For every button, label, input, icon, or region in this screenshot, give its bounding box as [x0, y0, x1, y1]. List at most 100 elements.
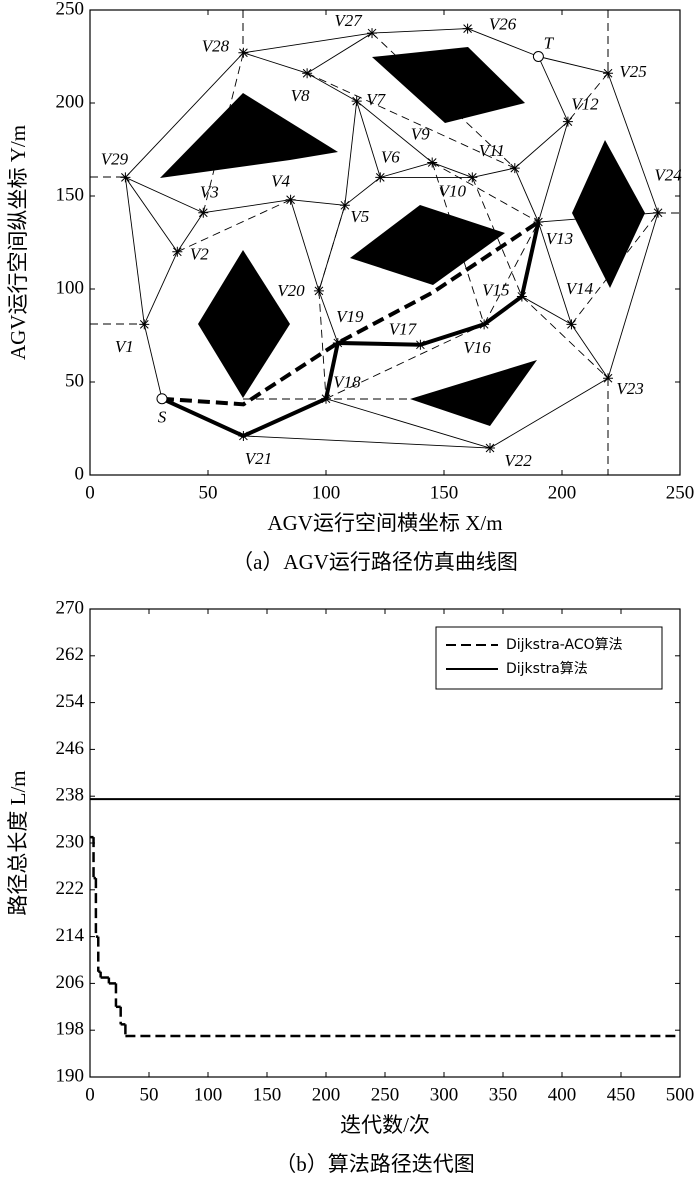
node: [653, 207, 664, 218]
edge: [125, 176, 204, 214]
node: [367, 28, 378, 39]
x-tick-label: 250: [371, 1084, 400, 1105]
node: [351, 96, 362, 107]
edge: [521, 296, 572, 325]
node-label: V29: [101, 149, 129, 168]
edge: [371, 32, 516, 169]
obstacle: [572, 140, 645, 288]
legend-box: [435, 626, 663, 690]
edge: [537, 121, 569, 223]
edge: [607, 212, 659, 379]
node: [427, 157, 438, 168]
node-label: V24: [654, 166, 682, 185]
node-label: V1: [115, 337, 134, 356]
node-label: V22: [504, 451, 532, 470]
x-tick-label: 500: [666, 1084, 695, 1105]
caption: （a）AGV运行路径仿真曲线图: [232, 550, 518, 574]
node-label: V6: [381, 147, 400, 166]
node-label: V23: [616, 379, 643, 398]
x-tick-label: 100: [312, 482, 341, 503]
legend-label: Dijkstra算法: [506, 661, 588, 677]
y-tick-label: 222: [56, 878, 85, 899]
x-tick-label: 0: [85, 482, 95, 503]
edge: [290, 199, 320, 291]
edge: [202, 52, 244, 213]
edge: [176, 212, 204, 253]
edge: [124, 177, 145, 325]
node-label: V27: [334, 11, 363, 30]
edge: [344, 101, 358, 206]
edge: [537, 56, 569, 122]
edge: [318, 290, 327, 399]
edge: [325, 398, 491, 449]
node-label: T: [544, 33, 555, 52]
edge: [471, 177, 523, 297]
node: [313, 285, 324, 296]
edge: [521, 296, 609, 379]
x-tick-label: 100: [194, 1084, 223, 1105]
edge: [125, 177, 178, 253]
edge: [243, 32, 373, 54]
y-tick-label: 100: [56, 277, 85, 298]
node-label: V25: [619, 62, 646, 81]
endpoint: [532, 51, 544, 62]
edge: [607, 73, 659, 213]
obstacle: [350, 205, 505, 285]
node: [562, 116, 573, 127]
path-line: [161, 221, 541, 439]
edge: [177, 199, 291, 253]
node: [509, 163, 520, 174]
node: [467, 172, 478, 183]
node-label: V18: [333, 373, 361, 392]
edge: [125, 52, 244, 178]
obstacle: [198, 250, 290, 398]
y-tick-label: 250: [56, 0, 85, 19]
x-tick-label: 150: [253, 1084, 282, 1105]
node: [603, 68, 614, 79]
caption: （b）算法路径迭代图: [275, 1152, 475, 1176]
edge: [571, 324, 609, 379]
edge: [318, 290, 339, 344]
node: [120, 172, 131, 183]
edge: [203, 199, 291, 214]
edge: [356, 100, 433, 163]
y-tick-label: 262: [56, 644, 85, 665]
edge: [380, 162, 433, 178]
y-tick-label: 270: [56, 597, 85, 618]
x-axis-label: 迭代数/次: [340, 1113, 430, 1137]
node: [375, 172, 386, 183]
node-label: V19: [336, 307, 364, 326]
node-label: V7: [366, 90, 386, 109]
node-label: V26: [489, 15, 517, 34]
edge: [290, 199, 345, 206]
obstacle: [410, 360, 537, 426]
node-label: V28: [202, 37, 230, 56]
node: [302, 68, 313, 79]
node-label: V12: [571, 95, 599, 114]
node-label: V21: [245, 449, 272, 468]
node-label: V9: [411, 124, 430, 143]
node-label: V13: [546, 229, 573, 248]
edge: [472, 167, 515, 178]
edge: [306, 32, 373, 74]
y-axis-label: 路径总长度 L/m: [6, 770, 30, 915]
x-tick-label: 450: [607, 1084, 636, 1105]
node-label: V8: [291, 86, 310, 105]
node-label: V11: [479, 141, 505, 160]
node: [172, 246, 183, 257]
edge: [537, 221, 572, 325]
obstacles: [160, 47, 645, 426]
edge: [143, 324, 163, 399]
edge: [489, 377, 609, 449]
edge: [243, 52, 308, 74]
edge: [432, 162, 473, 178]
x-tick-label: 400: [548, 1084, 577, 1105]
x-tick-label: 350: [489, 1084, 518, 1105]
y-axis-label: AGV运行空间纵坐标 Y/m: [6, 125, 30, 360]
edge: [431, 162, 539, 223]
y-tick-label: 214: [56, 925, 85, 946]
edges: [124, 28, 659, 449]
node-label: S: [158, 408, 167, 427]
edge: [571, 212, 659, 325]
node-label: V4: [271, 172, 290, 191]
